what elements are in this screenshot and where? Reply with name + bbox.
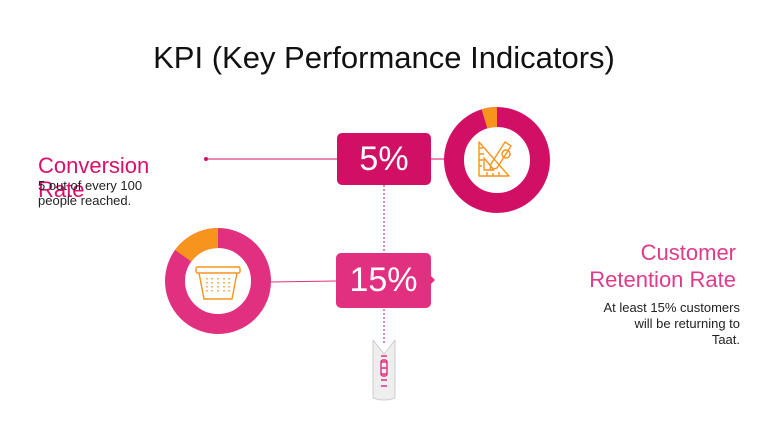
conversion-rate-value-box: 5% (337, 133, 431, 185)
retention-donut-highlight (175, 228, 219, 263)
conversion-rate-value: 5% (359, 140, 409, 178)
conversion-rate-heading: Conversion Rate (38, 153, 150, 202)
retention-donut (165, 228, 271, 334)
conversion-connector-dot (204, 157, 208, 161)
retention-donut-ring (165, 228, 271, 334)
retention-rate-value-box: 15% (336, 253, 431, 308)
pencil-ruler-icon (478, 141, 512, 177)
conversion-donut (444, 107, 550, 213)
customer-retention-heading-line2: Retention Rate (589, 267, 736, 292)
retention-rate-value: 15% (349, 261, 418, 299)
basket-icon (195, 266, 241, 300)
customer-retention-description: At least 15% customers will be returning… (603, 300, 740, 347)
page-title: KPI (Key Performance Indicators) (153, 40, 615, 75)
customer-retention-heading-line1: Customer (640, 240, 736, 265)
conversion-donut-ring (444, 107, 550, 213)
retention-arrow-tip (431, 276, 435, 284)
donut-bottom-connector (270, 280, 337, 283)
conversion-rate-description: 5 out of every 100 people reached. (38, 178, 143, 208)
customer-retention-heading: Customer Retention Rate (560, 239, 736, 293)
conversion-donut-highlight (481, 107, 498, 129)
zipper-icon (372, 340, 396, 401)
